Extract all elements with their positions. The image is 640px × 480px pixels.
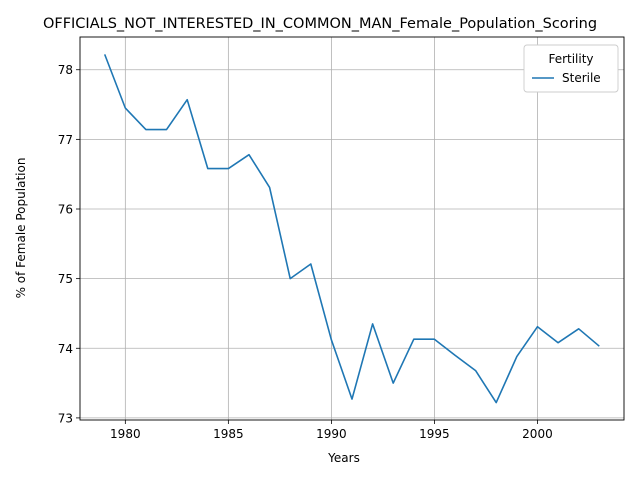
x-tick-label: 1995 xyxy=(419,427,450,441)
series-layer xyxy=(103,54,600,404)
series-line-sterile xyxy=(103,54,600,404)
y-tick-label: 77 xyxy=(58,133,73,147)
legend-entry-sterile: Sterile xyxy=(562,71,601,85)
legend: Fertility Sterile xyxy=(523,44,619,93)
chart-title: OFFICIALS_NOT_INTERESTED_IN_COMMON_MAN_F… xyxy=(43,16,597,32)
legend-box xyxy=(523,44,619,93)
x-tick-label: 1985 xyxy=(213,427,244,441)
y-axis: 73 74 75 76 77 78 xyxy=(58,63,80,425)
x-axis: 1980 1985 1990 1995 2000 xyxy=(110,420,553,441)
x-tick-label: 1990 xyxy=(316,427,347,441)
y-axis-label: % of Female Population xyxy=(14,158,28,299)
y-tick-label: 78 xyxy=(58,63,73,77)
legend-title: Fertility xyxy=(548,52,593,66)
x-axis-label: Years xyxy=(327,451,360,465)
x-tick-label: 2000 xyxy=(522,427,553,441)
y-tick-label: 73 xyxy=(58,411,73,425)
plot-frame xyxy=(79,36,625,421)
x-tick-label: 1980 xyxy=(110,427,141,441)
y-tick-label: 76 xyxy=(58,203,73,217)
y-tick-label: 75 xyxy=(58,272,73,286)
y-tick-label: 74 xyxy=(58,342,73,356)
grid-lines xyxy=(80,37,624,420)
